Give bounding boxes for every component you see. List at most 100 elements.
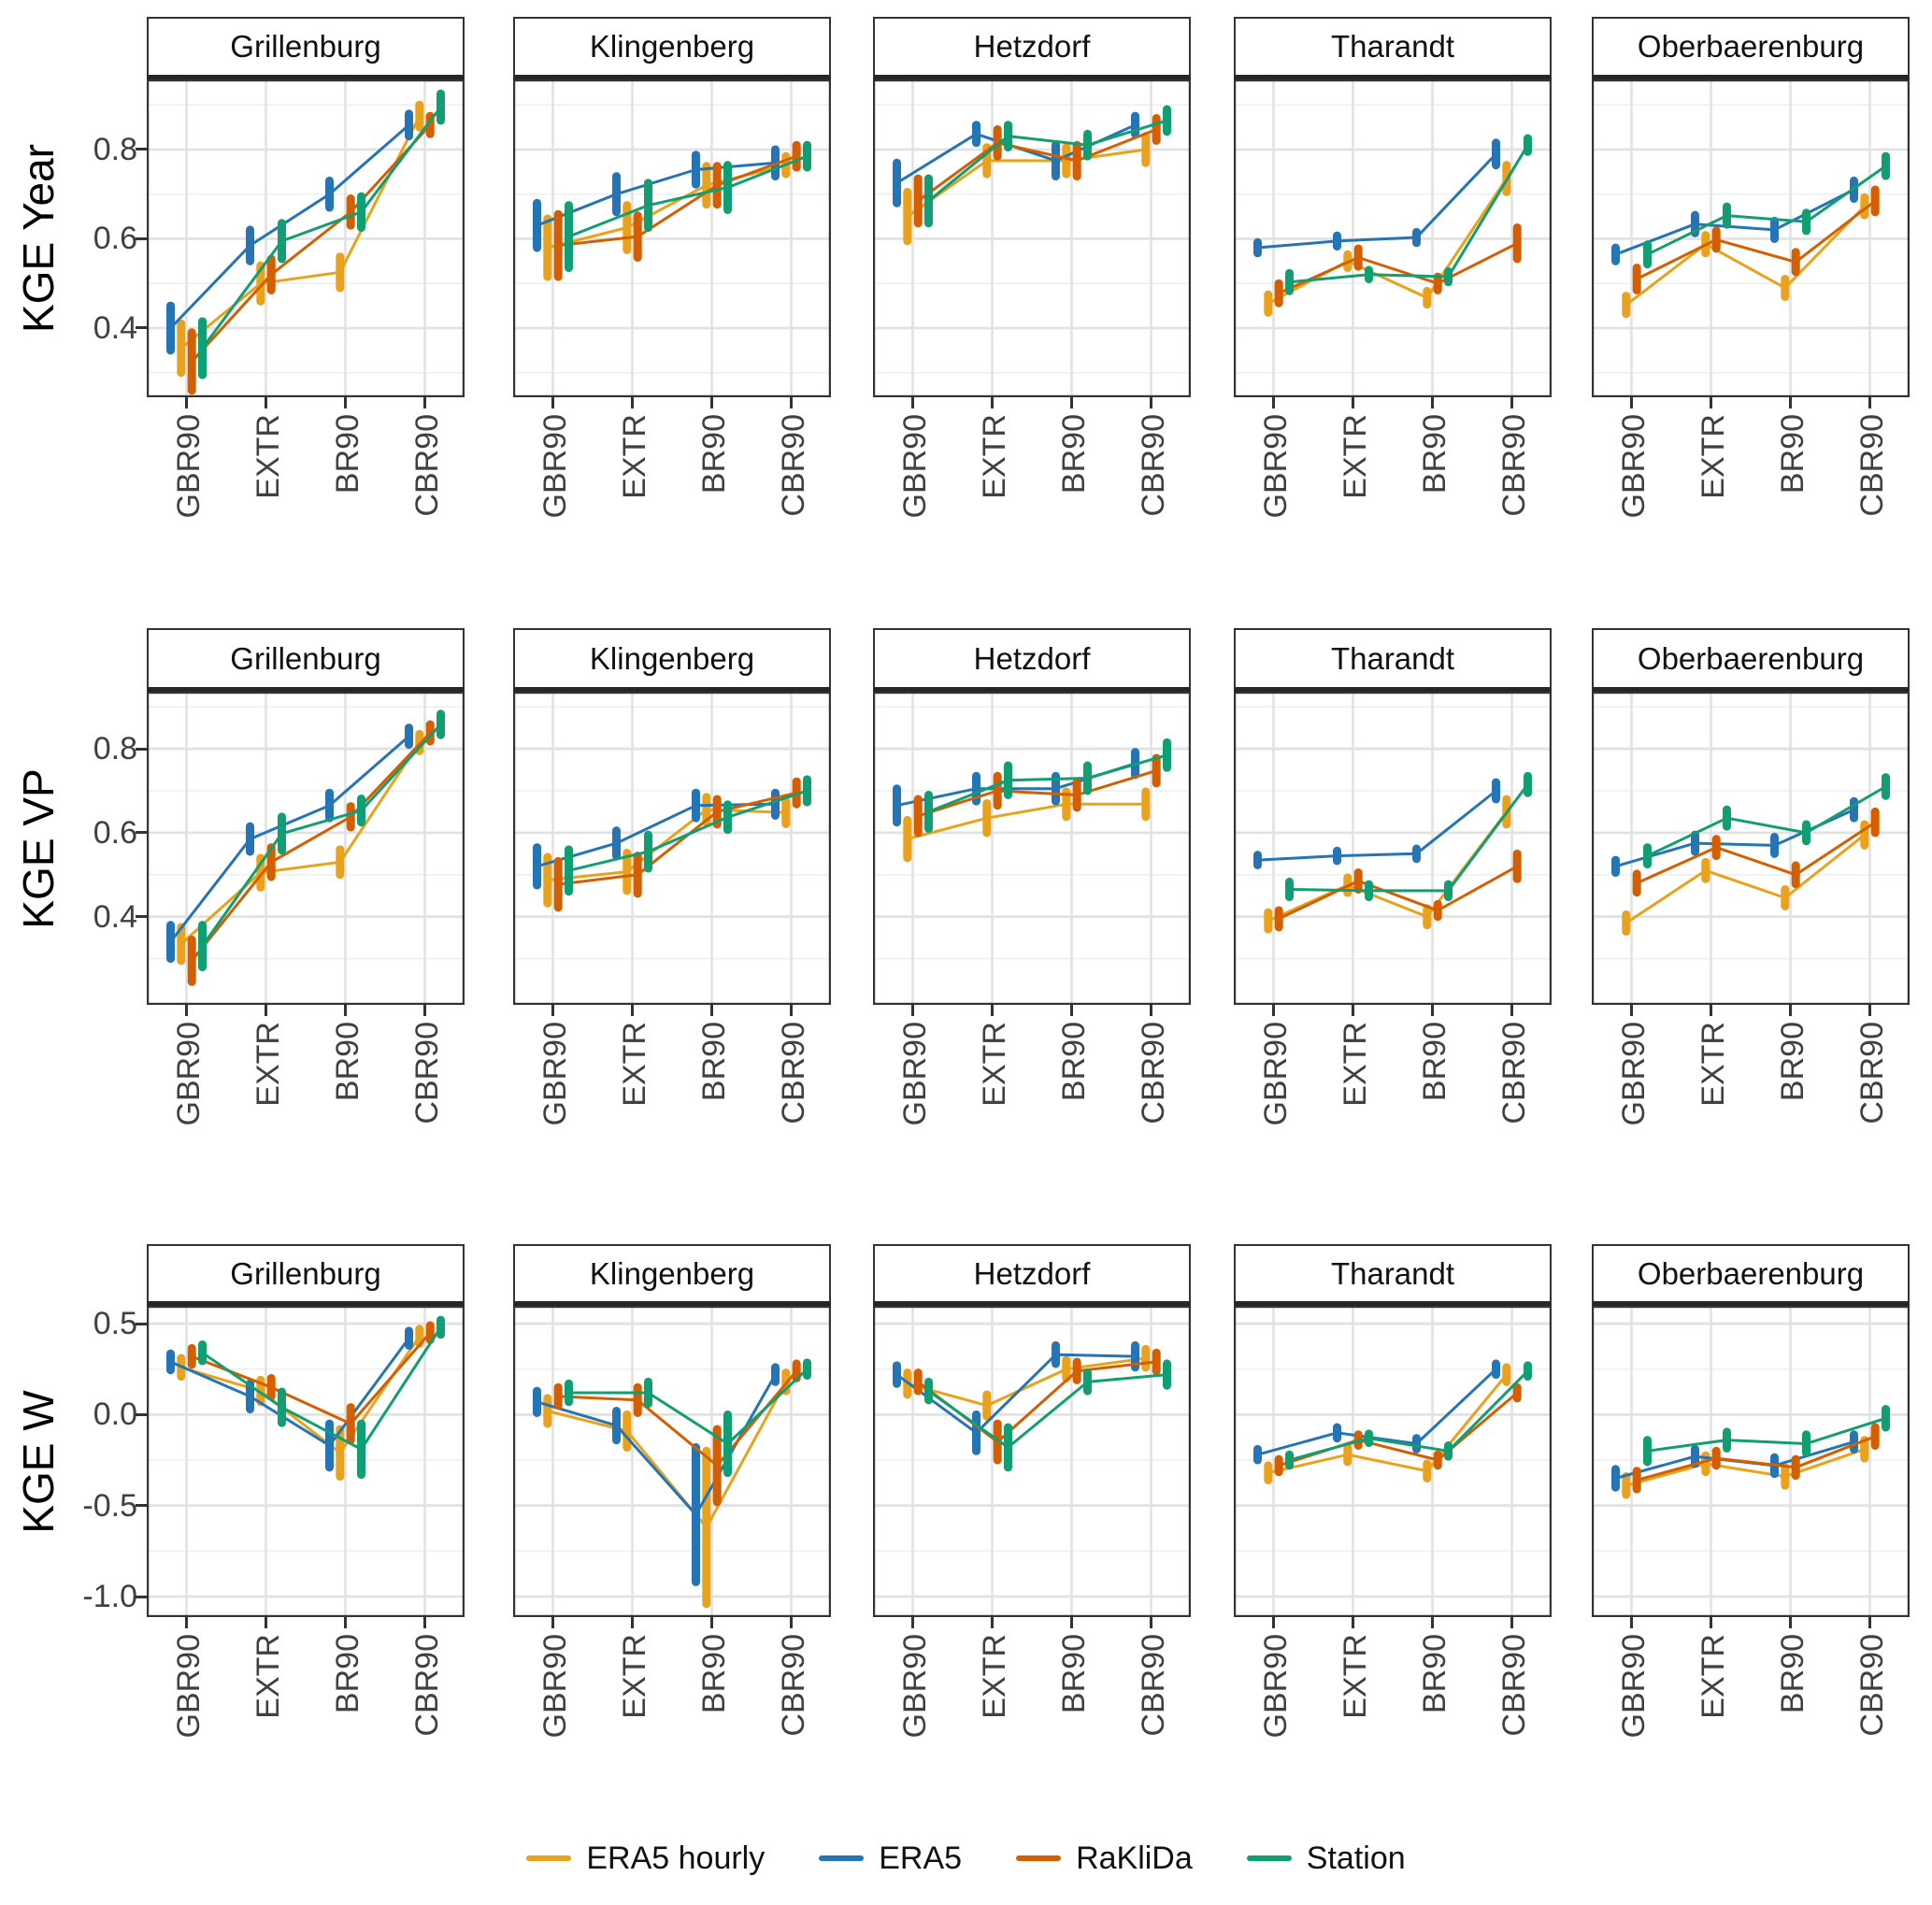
x-tick-mark xyxy=(1510,1617,1513,1628)
x-tick-label: GBR90 xyxy=(1615,1022,1652,1126)
x-tick-label: GBR90 xyxy=(170,414,207,519)
legend-label: RaKliDa xyxy=(1076,1840,1193,1876)
x-tick-mark xyxy=(423,1005,426,1016)
panel-plot-kge-year-hetzdorf xyxy=(873,79,1191,397)
x-tick-mark xyxy=(1150,397,1152,408)
x-tick-label: EXTR xyxy=(976,414,1012,499)
x-tick-mark xyxy=(185,1617,188,1628)
facet-strip-hetzdorf: Hetzdorf xyxy=(873,628,1191,692)
panel-plot-kge-w-hetzdorf xyxy=(873,1306,1191,1617)
x-tick-label: EXTR xyxy=(616,414,652,499)
x-tick-label: BR90 xyxy=(1055,1022,1092,1102)
x-tick-mark xyxy=(790,1617,793,1628)
y-tick-label: 0.4 xyxy=(93,309,137,346)
x-tick-mark xyxy=(1352,1617,1354,1628)
y-tick-mark xyxy=(136,747,147,751)
x-tick-mark xyxy=(1868,1005,1871,1016)
facet-strip-oberbaerenburg: Oberbaerenburg xyxy=(1592,628,1910,692)
x-tick-label: EXTR xyxy=(250,1634,286,1719)
x-tick-label: EXTR xyxy=(1337,1022,1373,1107)
x-tick-mark xyxy=(631,397,634,408)
panel-plot-kge-year-oberbaerenburg xyxy=(1592,79,1910,397)
facet-strip-oberbaerenburg: Oberbaerenburg xyxy=(1592,1244,1910,1306)
x-tick-mark xyxy=(1510,1005,1513,1016)
x-tick-label: CBR90 xyxy=(1853,414,1890,517)
y-tick-label: 0.8 xyxy=(93,131,137,167)
x-tick-label: BR90 xyxy=(329,414,365,494)
x-tick-label: BR90 xyxy=(695,1634,732,1714)
x-tick-mark xyxy=(1431,397,1434,408)
x-tick-label: CBR90 xyxy=(1496,414,1532,517)
y-tick-label: 0.6 xyxy=(93,814,137,851)
x-tick-mark xyxy=(265,1005,267,1016)
x-tick-mark xyxy=(1630,1005,1633,1016)
x-tick-label: EXTR xyxy=(616,1634,652,1719)
x-tick-label: CBR90 xyxy=(775,414,811,517)
x-tick-mark xyxy=(1789,1617,1792,1628)
x-tick-mark xyxy=(911,397,914,408)
x-tick-label: EXTR xyxy=(1695,414,1731,499)
x-tick-label: CBR90 xyxy=(1853,1634,1890,1737)
x-tick-mark xyxy=(1710,397,1712,408)
x-tick-label: GBR90 xyxy=(1615,414,1652,519)
x-tick-label: BR90 xyxy=(695,1022,732,1102)
x-tick-mark xyxy=(790,1005,793,1016)
y-tick-label: -1.0 xyxy=(82,1579,137,1614)
x-tick-mark xyxy=(265,1617,267,1628)
panel-plot-kge-vp-grillenburg xyxy=(147,692,465,1005)
x-tick-mark xyxy=(185,397,188,408)
x-tick-label: GBR90 xyxy=(537,414,573,519)
y-tick-mark xyxy=(136,915,147,919)
x-tick-mark xyxy=(710,397,713,408)
y-tick-mark xyxy=(136,1595,147,1598)
facet-strip-tharandt: Tharandt xyxy=(1234,628,1552,692)
panel-plot-kge-vp-hetzdorf xyxy=(873,692,1191,1005)
x-tick-label: GBR90 xyxy=(170,1634,207,1739)
y-tick-mark xyxy=(136,326,147,330)
x-tick-label: EXTR xyxy=(976,1634,1012,1719)
x-tick-mark xyxy=(1352,397,1354,408)
x-tick-mark xyxy=(1789,397,1792,408)
x-tick-label: EXTR xyxy=(1695,1634,1731,1719)
facet-strip-klingenberg: Klingenberg xyxy=(513,628,831,692)
x-tick-mark xyxy=(344,1617,347,1628)
y-tick-mark xyxy=(136,831,147,835)
panel-plot-kge-year-grillenburg xyxy=(147,79,465,397)
x-tick-mark xyxy=(423,397,426,408)
legend-key-line-icon xyxy=(526,1855,572,1861)
x-tick-mark xyxy=(1272,397,1275,408)
x-tick-label: EXTR xyxy=(1337,414,1373,499)
y-tick-label: 0.8 xyxy=(93,731,137,767)
x-tick-label: GBR90 xyxy=(1257,1022,1294,1126)
x-tick-mark xyxy=(631,1005,634,1016)
y-tick-label: 0.5 xyxy=(93,1306,137,1342)
x-tick-label: CBR90 xyxy=(1135,1022,1171,1124)
x-tick-mark xyxy=(1150,1617,1152,1628)
x-tick-mark xyxy=(1630,1617,1633,1628)
x-tick-label: EXTR xyxy=(976,1022,1012,1107)
x-tick-label: BR90 xyxy=(1774,414,1810,494)
x-tick-mark xyxy=(1710,1005,1712,1016)
x-tick-label: GBR90 xyxy=(1257,414,1294,519)
legend-item-era5: ERA5 xyxy=(819,1841,962,1877)
facet-strip-grillenburg: Grillenburg xyxy=(147,17,465,79)
x-tick-mark xyxy=(1070,397,1073,408)
x-tick-mark xyxy=(551,1617,554,1628)
panel-plot-kge-vp-oberbaerenburg xyxy=(1592,692,1910,1005)
panel-plot-kge-year-tharandt xyxy=(1234,79,1552,397)
y-tick-label: 0.4 xyxy=(93,898,137,935)
x-tick-mark xyxy=(1630,397,1633,408)
legend-key-line-icon xyxy=(819,1855,865,1861)
panel-plot-kge-w-grillenburg xyxy=(147,1306,465,1617)
x-tick-mark xyxy=(991,397,994,408)
x-tick-label: EXTR xyxy=(1337,1634,1373,1719)
x-tick-label: GBR90 xyxy=(1257,1634,1294,1739)
panel-plot-kge-w-oberbaerenburg xyxy=(1592,1306,1910,1617)
x-tick-mark xyxy=(1789,1005,1792,1016)
x-tick-mark xyxy=(911,1617,914,1628)
x-tick-label: CBR90 xyxy=(1496,1022,1532,1124)
x-tick-mark xyxy=(265,397,267,408)
facet-strip-klingenberg: Klingenberg xyxy=(513,1244,831,1306)
x-tick-mark xyxy=(423,1617,426,1628)
x-tick-label: GBR90 xyxy=(537,1634,573,1739)
